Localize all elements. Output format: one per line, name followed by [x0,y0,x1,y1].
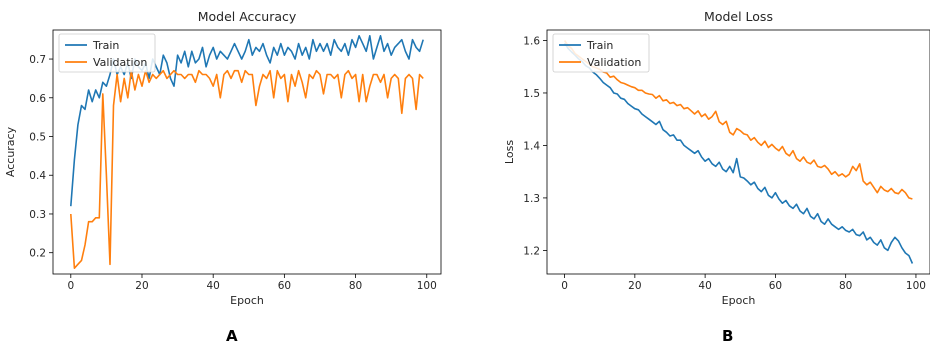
accuracy-x-tick-label: 100 [417,280,437,292]
accuracy-y-tick-label: 0.5 [29,132,46,144]
loss-chart: Model Loss 0 20 40 60 80 100 1.2 1.3 1.4 1.5 1.6 Epo… [503,9,930,307]
accuracy-legend-label-train: Train [92,39,119,52]
loss-x-tick-label: 100 [906,280,926,292]
accuracy-y-tick-label: 0.2 [29,248,46,260]
accuracy-legend: Train Validation [58,33,156,73]
loss-series-validation-line [563,40,913,200]
accuracy-x-tick-label: 60 [278,280,291,292]
loss-y-axis-label: Loss [503,140,516,164]
loss-legend: Train Validation [552,33,650,73]
loss-x-axis-label: Epoch [722,294,756,307]
panel-letter-a: A [226,327,238,345]
accuracy-x-tick-label: 20 [135,280,148,292]
accuracy-y-axis-label: Accuracy [4,126,17,177]
accuracy-x-tick-label: 0 [67,280,74,292]
accuracy-x-tick-label: 40 [206,280,219,292]
accuracy-x-axis-label: Epoch [230,294,264,307]
loss-y-tick-label: 1.3 [523,193,540,205]
loss-x-tick-label: 20 [628,280,641,292]
loss-y-tick-label: 1.5 [523,88,540,100]
loss-chart-title: Model Loss [704,9,773,24]
accuracy-y-tick-label: 0.4 [29,170,46,182]
loss-legend-label-train: Train [586,39,613,52]
loss-x-tick-label: 0 [561,280,568,292]
accuracy-series-validation-line [70,69,424,270]
accuracy-chart-title: Model Accuracy [198,9,297,24]
loss-legend-label-validation: Validation [587,56,641,69]
loss-y-tick-label: 1.4 [523,140,540,152]
accuracy-x-tick-label: 80 [349,280,362,292]
accuracy-y-tick-label: 0.7 [29,54,46,66]
accuracy-plot-frame [52,29,442,275]
accuracy-legend-label-validation: Validation [93,56,147,69]
accuracy-chart: Model Accuracy 0 20 40 60 80 100 0.2 0.3 0.4 0.5 0.… [4,9,442,307]
loss-y-tick-label: 1.6 [523,35,540,47]
loss-series-train-line [563,42,914,264]
accuracy-y-tick-label: 0.6 [29,93,46,105]
loss-x-tick-label: 80 [839,280,852,292]
loss-x-tick-label: 60 [769,280,782,292]
loss-x-tick-label: 40 [698,280,711,292]
accuracy-y-tick-label: 0.3 [29,209,46,221]
loss-plot-frame [546,29,930,275]
panel-letter-b: B [722,327,734,345]
loss-y-tick-label: 1.2 [523,245,540,257]
